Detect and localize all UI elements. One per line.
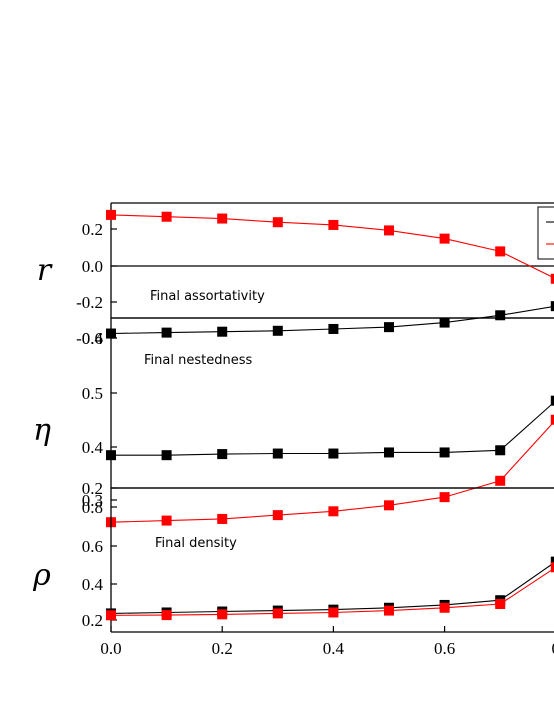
data-point [550,273,554,284]
y-tick-label: -0.4 [76,329,103,348]
x-tick-label: 0.0 [100,639,121,658]
data-point [272,217,283,228]
y-tick-label: 0.4 [82,438,104,457]
data-point [439,447,450,458]
x-tick-label: 0.4 [323,639,345,658]
data-point [384,322,394,333]
x-tick-label: 0.6 [434,639,455,658]
x-tick-label: 0 [552,639,554,658]
data-point [106,610,116,621]
data-point [439,602,450,613]
data-point [161,515,172,526]
data-point [550,414,554,425]
data-point [495,246,506,257]
data-point [217,449,228,460]
data-point [217,513,228,524]
data-point [106,209,116,220]
panel-1: 0.2 0.0 -0.2 -0.4 r Final assortativity [37,202,554,348]
data-point [272,510,283,521]
y-tick-label: 0.5 [82,384,103,403]
y-tick-label: 0.2 [82,611,103,630]
panel-3: 0.8 0.6 0.4 0.2 ρ Final density 0.0 0.2 0.4 0.6 0 [32,487,554,658]
y-axis-label: r [37,253,53,288]
data-point [495,445,506,456]
data-point [439,233,450,244]
y-tick-label: -0.2 [76,293,103,312]
data-point [272,608,283,619]
y-tick-label: 0.4 [82,575,104,594]
x-tick-label: 0.2 [212,639,233,658]
data-point [328,506,339,517]
y-tick-label: 0.6 [82,329,103,348]
panel-annotation: Final nestedness [144,353,252,368]
data-point [106,450,116,461]
y-tick-label: 0.3 [82,491,103,510]
y-tick-label: 0.0 [82,257,103,276]
series-line [111,401,554,456]
y-tick-label: 0.2 [82,220,103,239]
data-point [550,556,554,567]
panel-annotation: Final assortativity [150,289,265,304]
data-point [161,450,172,461]
data-point [272,448,283,459]
data-point [439,317,450,328]
data-point [217,213,228,224]
data-point [495,598,506,609]
legend-box [537,206,554,260]
legend [537,206,554,260]
y-axis-label: η [33,413,51,448]
panel-2: 0.6 0.5 0.4 0.30.2 η Final nestedness [33,317,554,528]
data-point [217,326,228,337]
data-point [384,605,394,616]
data-point [161,211,172,222]
y-tick-label: 0.8 [82,498,103,517]
data-point [384,447,394,458]
data-point [328,607,339,618]
data-point [495,475,506,486]
data-point [439,492,450,503]
data-point [384,225,394,236]
data-point [161,327,172,338]
y-tick-label: 0.2 [82,479,103,498]
data-point [272,325,283,336]
data-point [384,500,394,511]
panel-annotation: Final density [155,536,237,551]
data-point [495,310,506,321]
data-point [161,610,172,621]
y-tick-label: 0.6 [82,537,103,556]
data-point [217,609,228,620]
data-point [550,301,554,312]
y-axis-label: ρ [32,558,51,593]
data-point [550,562,554,573]
data-point [328,323,339,334]
data-point [328,448,339,459]
data-point [328,219,339,230]
data-point [550,395,554,406]
